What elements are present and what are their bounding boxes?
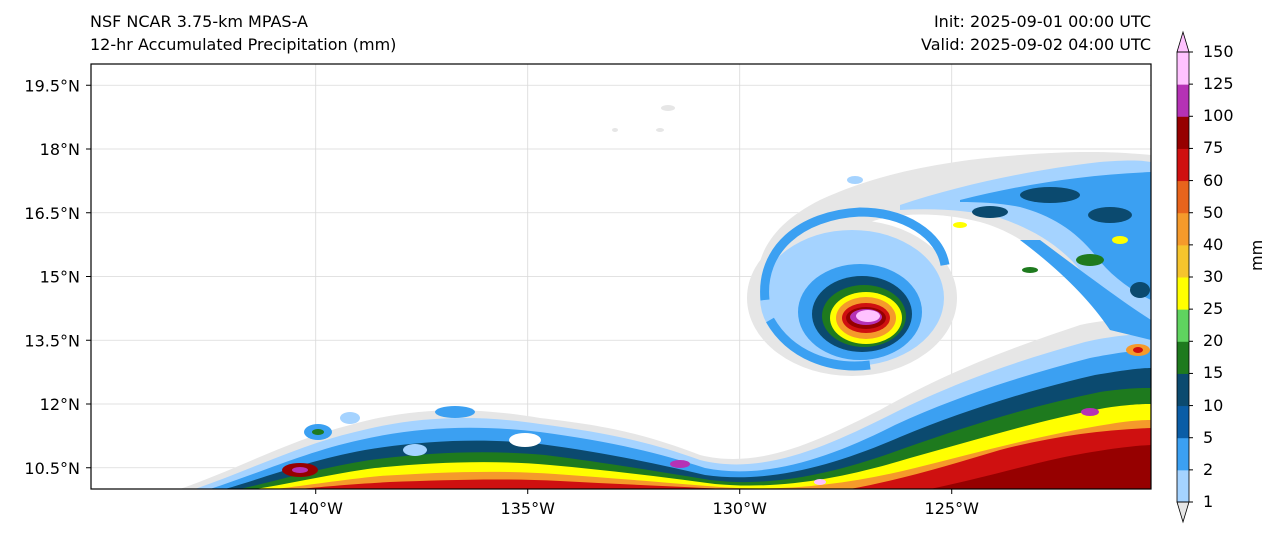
colorbar-swatch (1177, 469, 1189, 503)
colorbar-swatch (1177, 148, 1189, 182)
colorbar-level-label: 25 (1203, 299, 1224, 319)
colorbar-swatch (1177, 373, 1189, 407)
lat-tick-label: 12°N (40, 395, 80, 414)
colorbar-swatch (1177, 52, 1189, 85)
lat-tick-label: 13.5°N (24, 331, 80, 350)
colorbar-level-label: 40 (1203, 234, 1224, 254)
colorbar-swatch (1177, 84, 1189, 117)
colorbar-swatch (1177, 180, 1189, 214)
colorbar-swatch (1177, 212, 1189, 246)
colorbar-swatch (1177, 116, 1189, 149)
colorbar-swatch (1177, 405, 1189, 439)
init-time: Init: 2025-09-01 00:00 UTC (933, 12, 1151, 31)
colorbar-level-label: 125 (1203, 74, 1234, 94)
lat-tick-label: 19.5°N (24, 76, 80, 95)
colorbar-level-label: 2 (1203, 459, 1214, 479)
colorbar-swatch (1177, 277, 1189, 310)
southern-rain-band (180, 319, 1151, 489)
small-cloud-fragments (612, 105, 675, 132)
colorbar-extend-max (1176, 30, 1190, 53)
lat-tick-label: 18°N (40, 140, 80, 159)
colorbar-level-label: 15 (1203, 363, 1224, 383)
model-title: NSF NCAR 3.75-km MPAS-A (90, 12, 308, 31)
colorbar-level-label: 60 (1203, 170, 1224, 190)
colorbar-level-label: 10 (1203, 395, 1224, 415)
colorbar-level-label: 20 (1203, 331, 1224, 351)
colorbar-extend-min (1176, 501, 1190, 524)
colorbar-level-label: 1 (1203, 492, 1214, 511)
colorbar-level-label: 50 (1203, 202, 1224, 222)
valid-time: Valid: 2025-09-02 04:00 UTC (920, 35, 1151, 54)
colorbar-swatch (1177, 437, 1189, 471)
northeast-rain-arm (757, 151, 1151, 340)
lat-tick-label: 15°N (40, 268, 80, 287)
lon-tick-label: 130°W (713, 499, 768, 518)
colorbar-swatch (1177, 309, 1189, 342)
lat-tick-label: 16.5°N (24, 204, 80, 223)
precip-field (180, 105, 1151, 489)
field-title: 12-hr Accumulated Precipitation (mm) (90, 35, 397, 54)
colorbar-swatch (1177, 341, 1189, 374)
lon-tick-label: 135°W (501, 499, 556, 518)
colorbar-unit: mm (1247, 239, 1266, 271)
colorbar-level-label: 5 (1203, 427, 1214, 447)
colorbar-level-label: 75 (1203, 138, 1224, 158)
axis-ticks: 19.5°N 18°N 16.5°N 15°N 13.5°N 12°N 10.5°N 140°… (24, 76, 979, 518)
lon-tick-label: 140°W (289, 499, 344, 518)
colorbar-level-label: 30 (1203, 267, 1224, 286)
colorbar (1176, 30, 1193, 524)
colorbar-swatch (1177, 244, 1189, 278)
colorbar-level-label: 150 (1203, 42, 1234, 61)
colorbar-level-label: 100 (1203, 106, 1234, 126)
lon-tick-label: 125°W (925, 499, 980, 518)
tropical-cyclone (747, 176, 957, 376)
lat-tick-label: 10.5°N (24, 459, 80, 478)
